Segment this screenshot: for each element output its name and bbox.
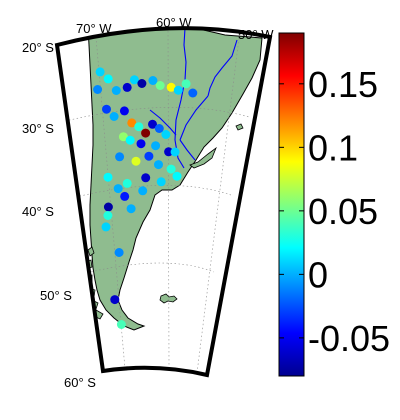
- latitude-labels: 20° S 30° S 40° S 50° S 60° S: [22, 40, 96, 390]
- station-marker: [172, 171, 182, 181]
- station-marker: [93, 85, 103, 94]
- station-marker: [164, 147, 174, 157]
- station-marker: [126, 204, 136, 214]
- station-marker: [155, 81, 165, 90]
- station-marker: [115, 152, 125, 162]
- station-marker: [141, 173, 151, 183]
- lon-label-70w: 70° W: [76, 21, 112, 36]
- station-marker: [103, 172, 113, 182]
- station-marker: [188, 88, 198, 98]
- station-marker: [122, 82, 132, 92]
- station-marker: [134, 122, 144, 132]
- station-marker: [148, 119, 157, 129]
- station-marker: [127, 118, 137, 128]
- colorbar-tick-label: 0.15: [308, 64, 378, 105]
- longitude-labels: 70° W 60° W 50° W: [76, 15, 274, 42]
- station-marker: [109, 112, 119, 121]
- station-marker: [119, 106, 129, 116]
- station-marker: [114, 248, 124, 257]
- station-marker: [166, 82, 176, 92]
- station-marker: [131, 156, 141, 166]
- colorbar-tick-label: 0.1: [308, 127, 358, 168]
- station-marker: [151, 141, 161, 151]
- island-marker: [235, 123, 244, 131]
- station-marker: [101, 222, 111, 232]
- station-marker: [154, 160, 163, 170]
- coast-detail: [189, 146, 217, 169]
- station-marker: [103, 211, 113, 220]
- lat-label-50s: 50° S: [40, 288, 72, 303]
- station-marker: [137, 79, 147, 88]
- lat-label-20s: 20° S: [22, 40, 54, 55]
- lat-label-60s: 60° S: [64, 375, 96, 390]
- station-marker: [173, 85, 183, 95]
- station-marker: [110, 295, 120, 305]
- station-marker: [170, 147, 180, 157]
- station-marker: [144, 151, 154, 161]
- colorbar-tick-label: 0.05: [308, 191, 378, 232]
- station-marker: [129, 75, 139, 85]
- falkland-islands: [159, 293, 178, 304]
- station-marker: [141, 128, 151, 138]
- rivers: [149, 28, 238, 169]
- lat-label-30s: 30° S: [22, 121, 54, 136]
- lat-label-40s: 40° S: [22, 204, 54, 219]
- station-marker: [116, 320, 126, 329]
- station-marker: [136, 139, 146, 149]
- station-marker: [120, 191, 130, 201]
- colorbar-tick-label: -0.05: [308, 318, 390, 359]
- colorbar-tick-label: 0: [308, 254, 328, 295]
- station-marker: [118, 132, 128, 142]
- station-marker: [148, 76, 158, 85]
- map-frame-outline: [54, 26, 273, 378]
- station-marker: [138, 186, 148, 196]
- station-marker: [111, 86, 121, 95]
- colorbar: [278, 32, 305, 377]
- station-marker: [125, 135, 135, 145]
- lon-label-50w: 50° W: [238, 27, 274, 42]
- station-marker: [161, 130, 171, 139]
- station-marker: [113, 184, 123, 194]
- station-marker: [103, 202, 113, 212]
- graticule: [57, 28, 250, 374]
- station-marker: [181, 79, 191, 89]
- station-marker: [95, 67, 105, 77]
- lon-label-60w: 60° W: [156, 15, 192, 30]
- station-markers: [93, 67, 198, 329]
- station-marker: [166, 164, 176, 174]
- station-marker: [103, 74, 113, 84]
- station-marker: [154, 124, 164, 133]
- station-marker: [102, 104, 111, 114]
- station-marker: [122, 178, 132, 188]
- station-marker: [156, 177, 166, 187]
- colorbar-ticks: -0.05 0 0.05 0.1 0.15: [279, 64, 390, 359]
